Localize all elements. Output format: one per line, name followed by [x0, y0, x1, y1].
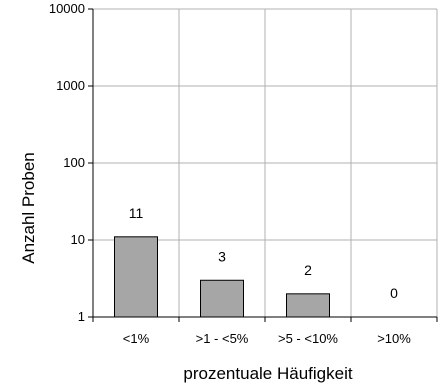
bar: [286, 293, 330, 318]
axes: [92, 9, 437, 318]
x-tick-labels: <1% >1 - <5% >5 - <10% >10%: [123, 331, 411, 346]
x-tick-label: >1 - <5%: [196, 331, 249, 346]
y-tick-label: 10000: [49, 1, 85, 16]
x-axis-title: prozentuale Häufigkeit: [183, 364, 352, 383]
y-tick-label: 100: [63, 155, 85, 170]
x-tick-label: >10%: [377, 331, 411, 346]
bars: [114, 236, 330, 318]
y-tick-label: 1000: [56, 78, 85, 93]
data-label: 0: [390, 285, 398, 301]
y-tick-label: 10: [71, 232, 85, 247]
data-label: 2: [304, 262, 312, 278]
y-tick-labels: 1 10 100 1000 10000: [49, 1, 85, 324]
data-label: 11: [129, 205, 144, 221]
y-tick-label: 1: [78, 309, 85, 324]
y-axis-title: Anzahl Proben: [19, 152, 38, 264]
data-labels: 11 3 2 0: [129, 205, 398, 301]
data-label: 3: [218, 248, 226, 264]
bar: [114, 236, 158, 318]
x-tick-label: >5 - <10%: [278, 331, 338, 346]
bar: [200, 279, 244, 318]
x-tick-label: <1%: [123, 331, 150, 346]
